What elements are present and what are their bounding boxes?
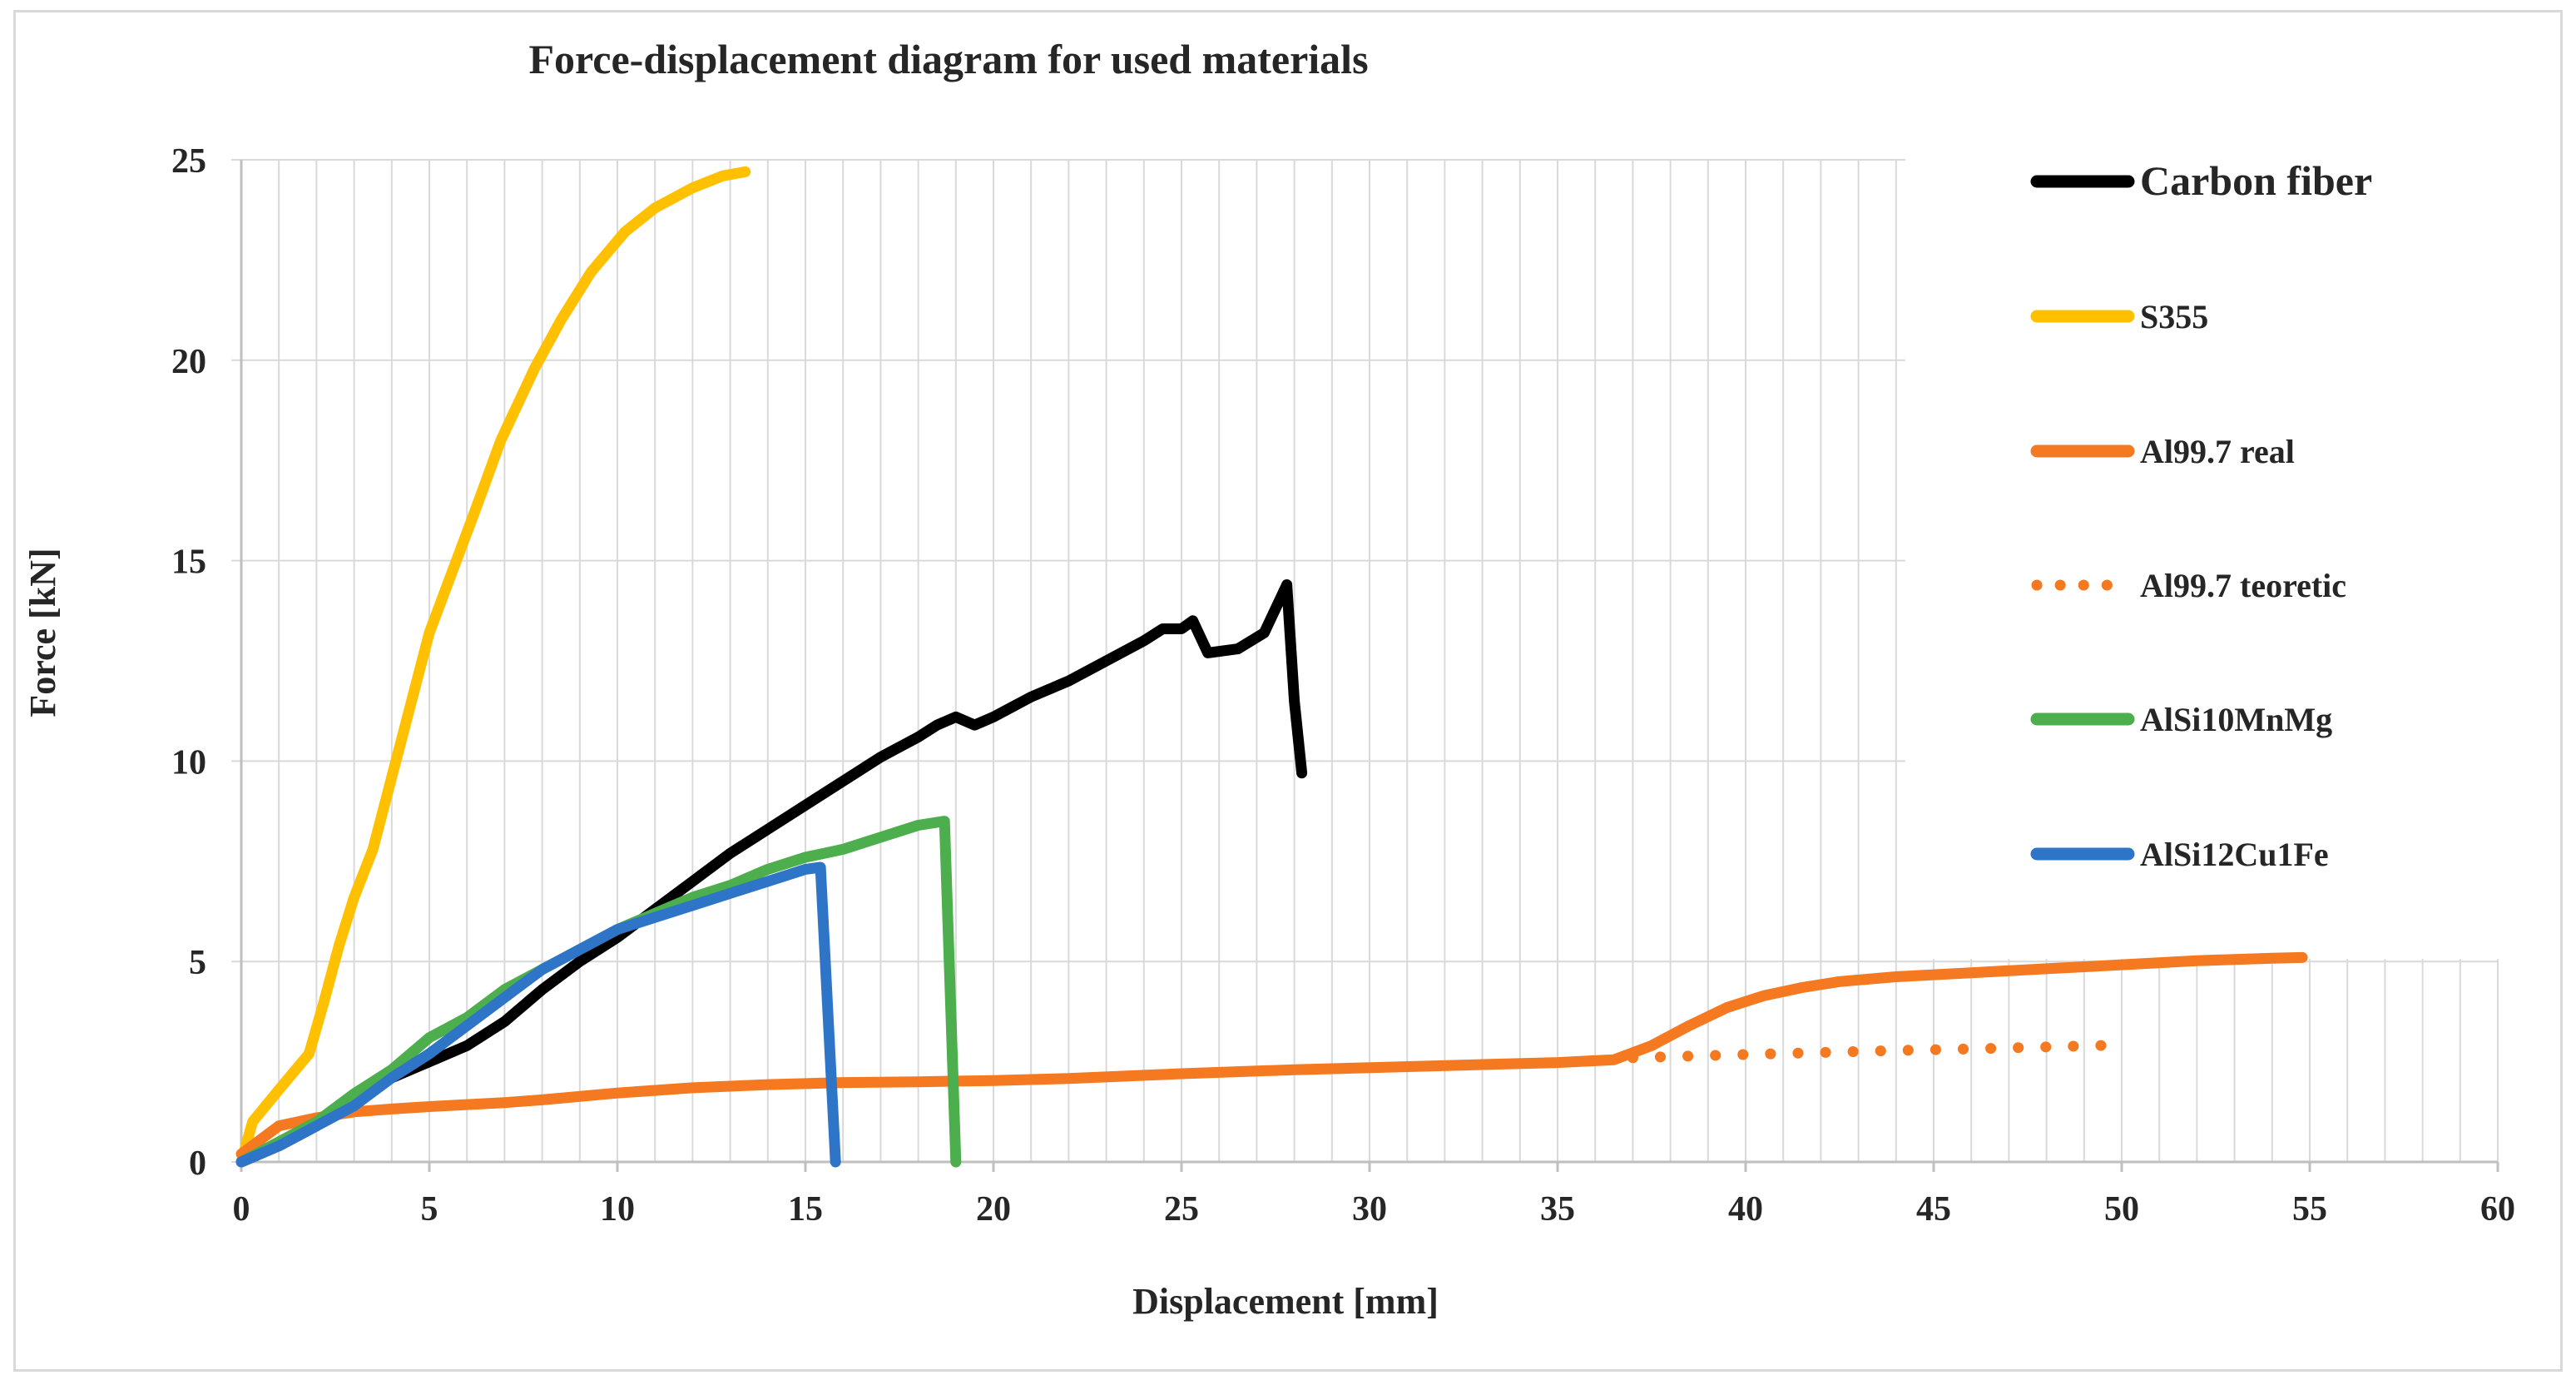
labels: Force-displacement diagram for used mate… (22, 36, 1439, 1322)
y-tick-label: 10 (171, 743, 206, 782)
grid (231, 135, 2514, 1163)
x-tick-label: 45 (1916, 1190, 1951, 1229)
x-axis-title: Displacement [mm] (1132, 1281, 1439, 1322)
y-tick-label: 15 (171, 544, 206, 582)
y-tick-label: 25 (171, 142, 206, 181)
axes: 0 5 10 15 20 25 30 35 40 45 50 55 60 0 5 10 15 20 25 (171, 142, 2515, 1229)
y-tick-label: 5 (189, 944, 206, 982)
x-tick-label: 15 (788, 1190, 823, 1229)
series-line-3 (1627, 1039, 2128, 1064)
x-tick-label: 10 (600, 1190, 635, 1229)
series-line-5 (235, 861, 841, 1168)
legend-label-4: AlSi10MnMg (2140, 701, 2332, 738)
series-layer (235, 166, 2308, 1168)
legend-label-0: Carbon fiber (2140, 157, 2372, 204)
legend: Carbon fiber S355 Al99.7 real Al99.7 teoret… (2030, 157, 2372, 873)
x-tick-label: 0 (233, 1190, 250, 1229)
legend-label-1: S355 (2140, 298, 2208, 335)
legend-label-2: Al99.7 real (2140, 433, 2295, 470)
legend-label-3: Al99.7 teoretic (2140, 567, 2346, 604)
x-tick-label: 40 (1728, 1190, 1763, 1229)
series-line-2 (235, 951, 2308, 1159)
x-tick-label: 5 (421, 1190, 438, 1229)
x-tick-label: 60 (2480, 1190, 2515, 1229)
x-tick-label: 25 (1164, 1190, 1199, 1229)
series-line-0 (235, 579, 1308, 1168)
legend-label-5: AlSi12Cu1Fe (2140, 836, 2329, 873)
series-line-1 (235, 166, 751, 1168)
chart-title: Force-displacement diagram for used mate… (528, 36, 1368, 82)
y-tick-label: 0 (189, 1144, 206, 1183)
x-tick-label: 20 (976, 1190, 1011, 1229)
x-tick-label: 55 (2292, 1190, 2327, 1229)
x-tick-label: 50 (2104, 1190, 2139, 1229)
y-axis-title: Force [kN] (22, 548, 63, 717)
y-tick-label: 20 (171, 343, 206, 381)
legend-background (1905, 135, 2514, 960)
x-tick-label: 35 (1540, 1190, 1575, 1229)
x-tick-label: 30 (1352, 1190, 1387, 1229)
